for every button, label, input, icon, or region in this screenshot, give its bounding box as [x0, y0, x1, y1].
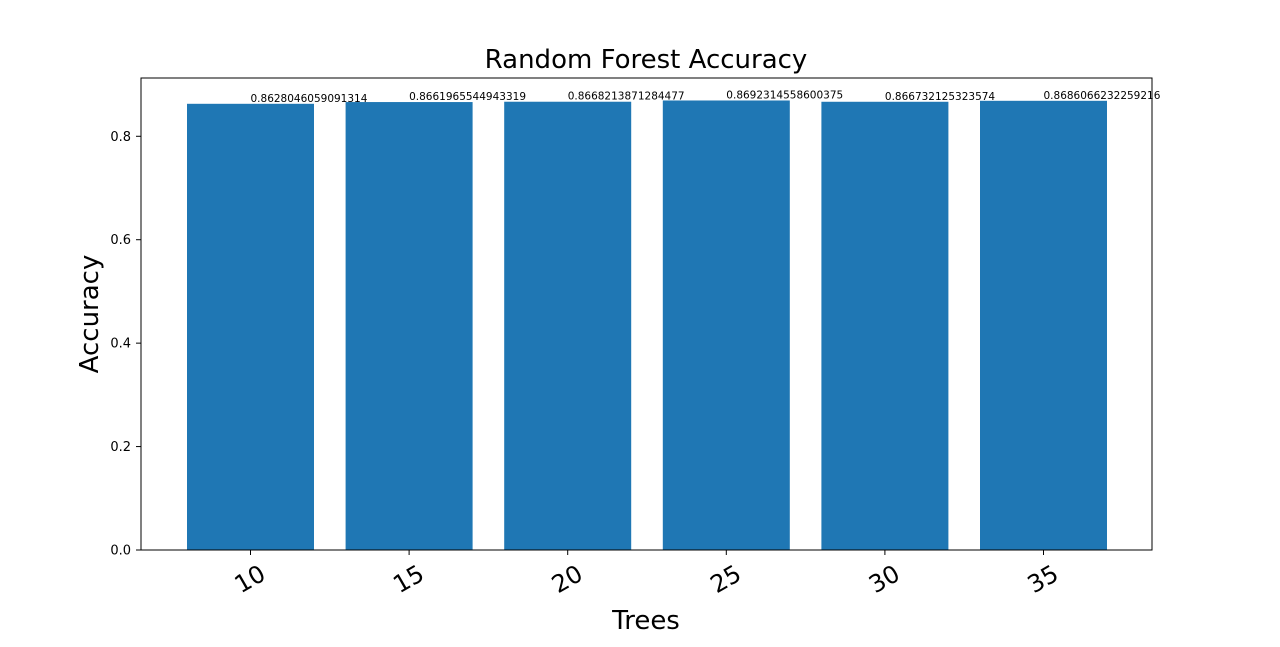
x-tick-label-35: 35 [1023, 559, 1063, 599]
bar-30 [821, 101, 949, 551]
bar-value-label-15: 0.8661965544943319 [409, 91, 526, 103]
bar-value-label-20: 0.8668213871284477 [568, 91, 685, 103]
y-axis-label: Accuracy [75, 255, 105, 374]
x-tick-label-10: 10 [230, 559, 270, 599]
x-tick-label-25: 25 [706, 559, 746, 599]
y-tick-label-1: 0.2 [110, 440, 131, 455]
y-tick-label-3: 0.6 [110, 233, 131, 248]
x-axis-label: Trees [611, 606, 680, 636]
bar-35 [980, 100, 1107, 551]
x-tick-label-15: 15 [388, 559, 428, 599]
bar-value-label-25: 0.8692314558600375 [726, 89, 843, 101]
y-tick-label-4: 0.8 [110, 130, 131, 145]
y-axis: 0.0 0.2 0.4 0.6 0.8 [110, 130, 141, 559]
bar-20 [504, 101, 632, 550]
x-tick-label-20: 20 [547, 559, 587, 599]
bars-group [187, 100, 1107, 551]
chart-title: Random Forest Accuracy [485, 45, 808, 75]
x-tick-label-30: 30 [864, 559, 904, 599]
y-tick-label-2: 0.4 [110, 337, 131, 352]
x-axis: 10 15 20 25 30 35 [230, 550, 1063, 599]
bar-value-label-10: 0.8628046059091314 [251, 93, 368, 105]
data-labels-group: 0.8628046059091314 0.8661965544943319 0.86… [251, 89, 1161, 104]
bar-value-label-35: 0.8686066232259216 [1044, 90, 1161, 102]
bar-25 [662, 100, 790, 550]
plot-frame [140, 77, 1153, 551]
bar-value-label-30: 0.866732125323574 [885, 91, 996, 103]
y-tick-label-0: 0.0 [110, 544, 131, 559]
bar-15 [345, 102, 473, 551]
bar-10 [187, 103, 314, 551]
